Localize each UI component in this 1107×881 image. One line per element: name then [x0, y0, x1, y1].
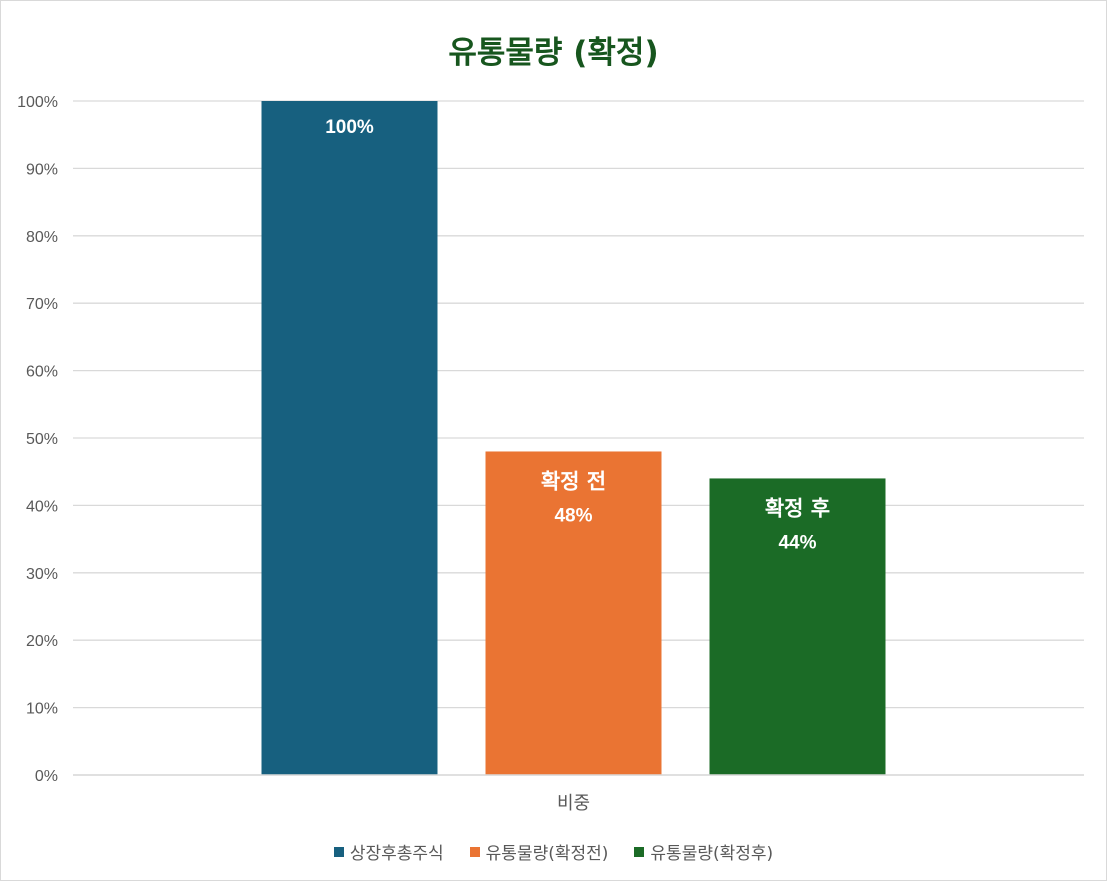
y-tick-label: 20%	[26, 633, 58, 650]
y-tick-label: 10%	[26, 701, 58, 718]
legend-swatch	[634, 846, 645, 857]
x-category-label: 비중	[557, 793, 590, 814]
bar-data-label: 확정 전	[541, 469, 606, 493]
legend-label: 유통물량(확정후)	[650, 844, 774, 864]
bar	[485, 451, 662, 775]
y-tick-label: 0%	[35, 768, 58, 785]
legend: 상장후총주식 유통물량(확정전) 유통물량(확정후)	[1, 839, 1106, 864]
legend-swatch	[469, 846, 480, 857]
bar-data-label: 확정 후	[765, 496, 830, 520]
chart-title: 유통물량 (확정)	[448, 35, 659, 71]
bar-value-label: 48%	[554, 505, 592, 526]
legend-label: 상장후총주식	[349, 844, 444, 864]
y-tick-label: 80%	[26, 229, 58, 246]
legend-item: 유통물량(확정후)	[634, 839, 773, 864]
bar-value-label: 100%	[325, 117, 374, 138]
y-tick-label: 100%	[17, 94, 58, 111]
legend-swatch	[333, 846, 344, 857]
y-tick-label: 60%	[26, 364, 58, 381]
bar-value-label: 44%	[778, 532, 816, 553]
y-tick-label: 90%	[26, 161, 58, 178]
y-tick-label: 50%	[26, 431, 58, 448]
bar	[261, 101, 438, 775]
y-tick-label: 30%	[26, 566, 58, 583]
y-tick-label: 40%	[26, 498, 58, 515]
y-tick-label: 70%	[26, 296, 58, 313]
bar	[709, 478, 886, 775]
legend-item: 유통물량(확정전)	[469, 839, 609, 864]
legend-item: 상장후총주식	[333, 839, 444, 864]
legend-label: 유통물량(확정전)	[485, 844, 609, 864]
